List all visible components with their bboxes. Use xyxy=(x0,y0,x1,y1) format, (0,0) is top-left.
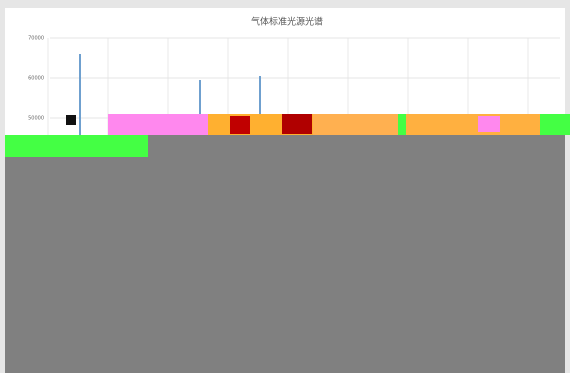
glitch xyxy=(108,114,208,135)
y-tick-label: 50000 xyxy=(28,116,44,122)
bar xyxy=(259,76,261,138)
glitch xyxy=(406,114,540,135)
y-tick-label: 70000 xyxy=(28,36,44,42)
glitch xyxy=(313,114,398,135)
bar xyxy=(79,54,81,138)
glitch xyxy=(148,135,565,157)
chart-title: 气体标准光源光谱 xyxy=(251,16,323,28)
glitch xyxy=(540,114,570,135)
glitch xyxy=(230,116,250,134)
glitch xyxy=(5,135,148,157)
glitch xyxy=(5,157,565,373)
y-tick-label: 60000 xyxy=(28,76,44,82)
glitch xyxy=(398,114,406,135)
bar xyxy=(199,80,201,138)
glitch xyxy=(282,114,312,134)
glitch xyxy=(478,116,500,132)
corruption xyxy=(5,114,570,373)
glitch xyxy=(66,115,76,125)
